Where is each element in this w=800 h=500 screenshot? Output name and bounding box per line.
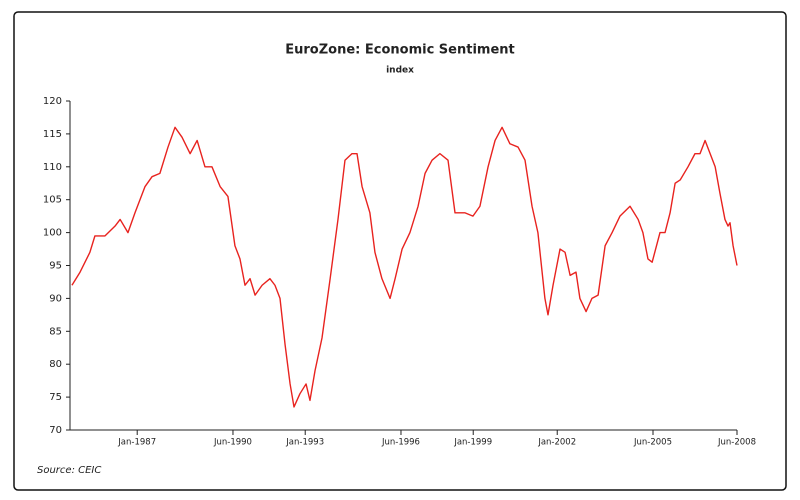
- x-tick-label: Jun-2008: [717, 438, 756, 448]
- chart-title: EuroZone: Economic Sentiment: [285, 43, 515, 58]
- chart-subtitle: index: [386, 66, 414, 76]
- y-tick-label: 110: [43, 162, 62, 173]
- y-tick-label: 100: [43, 228, 62, 239]
- y-tick-label: 85: [49, 326, 62, 337]
- x-tick-label: Jan-2002: [537, 438, 576, 448]
- x-tick-label: Jun-2005: [633, 438, 672, 448]
- y-tick-label: 95: [49, 261, 62, 272]
- x-tick-label: Jan-1999: [453, 438, 492, 448]
- y-tick-label: 80: [49, 359, 62, 370]
- chart-frame: [13, 11, 787, 491]
- x-tick-label: Jan-1993: [285, 438, 324, 448]
- y-tick-label: 115: [43, 129, 62, 140]
- y-tick-label: 75: [49, 392, 62, 403]
- x-tick-label: Jan-1987: [117, 438, 156, 448]
- data-line: [71, 126, 738, 408]
- y-tick-label: 120: [43, 96, 62, 107]
- source-note: Source: CEIC: [37, 465, 101, 476]
- y-tick-label: 70: [49, 425, 62, 436]
- y-tick-label: 105: [43, 195, 62, 206]
- x-tick-label: Jun-1990: [213, 438, 252, 448]
- y-tick-label: 90: [49, 293, 62, 304]
- x-tick-label: Jun-1996: [381, 438, 420, 448]
